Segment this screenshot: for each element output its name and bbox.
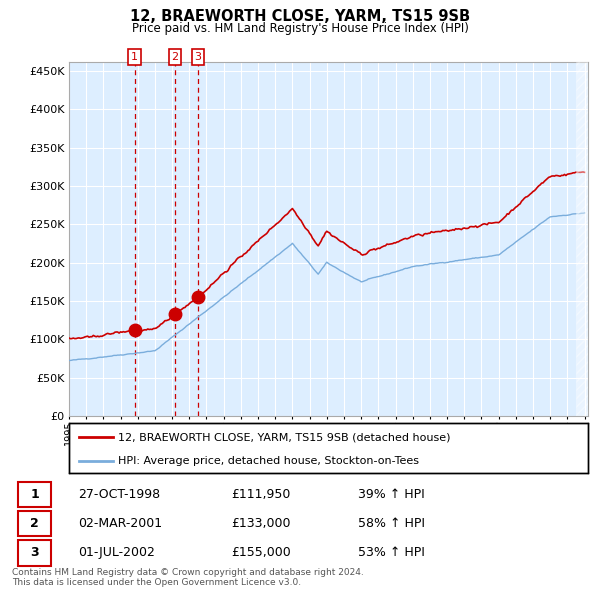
Text: 2: 2 [30,517,39,530]
Text: 58% ↑ HPI: 58% ↑ HPI [358,517,425,530]
Text: 3: 3 [194,52,202,62]
Text: 53% ↑ HPI: 53% ↑ HPI [358,546,424,559]
Text: 02-MAR-2001: 02-MAR-2001 [78,517,163,530]
Text: 27-OCT-1998: 27-OCT-1998 [78,488,160,501]
FancyBboxPatch shape [18,540,51,566]
Text: 39% ↑ HPI: 39% ↑ HPI [358,488,424,501]
Text: Price paid vs. HM Land Registry's House Price Index (HPI): Price paid vs. HM Land Registry's House … [131,22,469,35]
Text: 12, BRAEWORTH CLOSE, YARM, TS15 9SB: 12, BRAEWORTH CLOSE, YARM, TS15 9SB [130,9,470,24]
FancyBboxPatch shape [18,481,51,507]
Text: £111,950: £111,950 [231,488,290,501]
Text: 1: 1 [30,488,39,501]
FancyBboxPatch shape [18,511,51,536]
Text: £133,000: £133,000 [231,517,290,530]
Text: 12, BRAEWORTH CLOSE, YARM, TS15 9SB (detached house): 12, BRAEWORTH CLOSE, YARM, TS15 9SB (det… [118,432,451,442]
Text: £155,000: £155,000 [231,546,290,559]
Bar [576,62,588,416]
Text: HPI: Average price, detached house, Stockton-on-Tees: HPI: Average price, detached house, Stoc… [118,455,419,466]
Text: 3: 3 [30,546,39,559]
Text: 2: 2 [172,52,179,62]
Text: 1: 1 [131,52,138,62]
Text: Contains HM Land Registry data © Crown copyright and database right 2024.
This d: Contains HM Land Registry data © Crown c… [12,568,364,587]
Text: 01-JUL-2002: 01-JUL-2002 [78,546,155,559]
